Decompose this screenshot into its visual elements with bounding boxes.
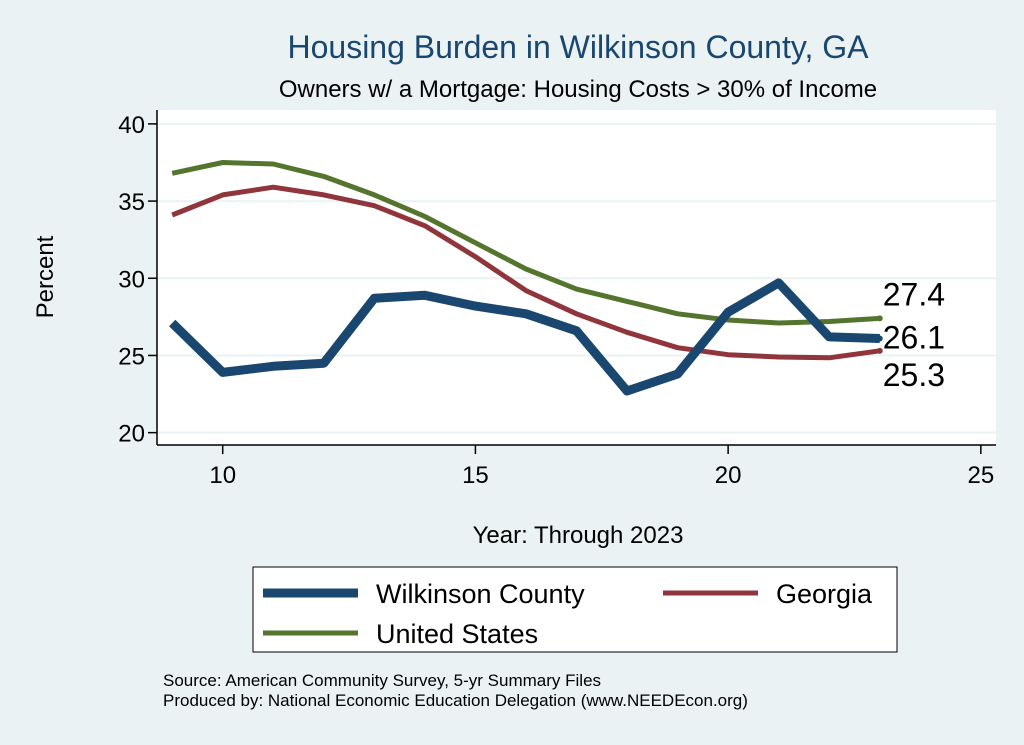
- x-tick-label-15: 15: [462, 462, 489, 489]
- series-layer: [169, 160, 883, 396]
- end-label-united-states: 27.4: [883, 276, 945, 312]
- end-label-wilkinson-county: 26.1: [883, 319, 945, 355]
- legend-label-georgia: Georgia: [776, 579, 873, 609]
- x-tick-label-20: 20: [715, 462, 742, 489]
- legend-label-wilkinson-county: Wilkinson County: [376, 579, 585, 609]
- y-tick-label-25: 25: [118, 343, 145, 370]
- y-tick-label-30: 30: [118, 266, 145, 293]
- end-labels: 26.125.3 27.4: [883, 276, 945, 392]
- produced-by-note: Produced by: National Economic Education…: [163, 691, 748, 710]
- legend-label-united-states: United States: [376, 619, 538, 649]
- source-note: Source: American Community Survey, 5-yr …: [163, 671, 601, 690]
- x-tick-label-25: 25: [967, 462, 994, 489]
- x-axis-title: Year: Through 2023: [473, 522, 684, 549]
- legend: Wilkinson County Georgia United States: [252, 566, 898, 653]
- x-tick-label-10: 10: [209, 462, 236, 489]
- y-tick-label-35: 35: [118, 189, 145, 216]
- end-point-united-states: [876, 315, 883, 322]
- end-point-georgia: [876, 347, 883, 354]
- series-line-georgia: [171, 184, 881, 361]
- y-tick-label-20: 20: [118, 421, 145, 448]
- end-point-wilkinson-county: [876, 335, 883, 342]
- series-line-united-states: [171, 160, 880, 326]
- y-axis-title: Percent: [32, 235, 59, 318]
- chart-title: Housing Burden in Wilkinson County, GA: [287, 29, 869, 65]
- legend-box: [252, 566, 898, 653]
- series-line-wilkinson-county: [169, 278, 880, 396]
- end-label-georgia: 25.3: [883, 357, 945, 393]
- y-tick-label-40: 40: [118, 112, 145, 139]
- chart-subtitle: Owners w/ a Mortgage: Housing Costs > 30…: [279, 76, 877, 103]
- axes: 20 25 30 35 40 10 15 20 25: [118, 110, 996, 489]
